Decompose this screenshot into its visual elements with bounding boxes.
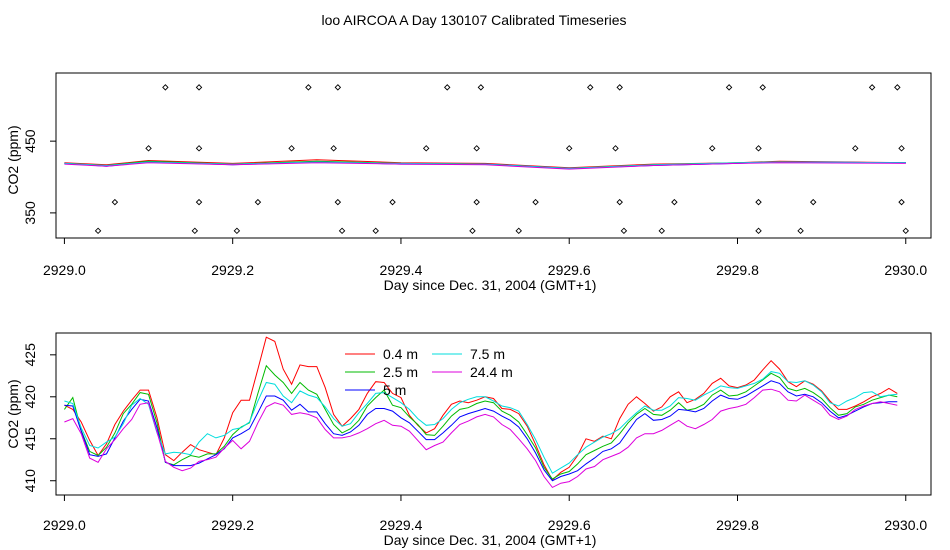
top-scatter-marker — [587, 84, 594, 91]
top-x-tick-label: 2929.6 — [548, 262, 591, 278]
top-series-line-3 — [64, 161, 906, 169]
top-scatter-marker — [565, 145, 573, 152]
bottom-x-tick-label: 2930.0 — [884, 517, 927, 533]
legend-entry-label: 5 m — [383, 382, 406, 398]
top-scatter-marker — [195, 84, 203, 91]
top-scatter-marker — [852, 145, 859, 152]
top-x-tick-label: 2929.8 — [716, 262, 759, 278]
legend-entry-label: 24.4 m — [470, 364, 513, 380]
top-x-axis: 2929.0 2929.2 2929.4 2929.6 2929.8 2930.0 — [43, 238, 927, 278]
bottom-x-tick-label: 2929.0 — [43, 517, 86, 533]
top-scatter-marker — [334, 198, 342, 206]
bottom-x-tick-label: 2929.4 — [380, 517, 423, 533]
top-x-tick-label: 2929.0 — [43, 262, 86, 278]
top-y-tick-label: 350 — [22, 201, 38, 225]
top-scatter-marker — [338, 227, 346, 235]
top-scatter-marker — [515, 227, 522, 235]
top-scatter-marker — [894, 84, 901, 91]
top-scatter-marker — [195, 145, 203, 152]
top-x-axis-label: Day since Dec. 31, 2004 (GMT+1) — [384, 277, 597, 293]
top-scatter-marker — [422, 145, 430, 152]
top-scatter-marker — [755, 145, 762, 152]
top-scatter-marker — [334, 84, 342, 91]
top-series-group — [64, 159, 906, 170]
bottom-y-tick-label: 420 — [22, 385, 38, 409]
bottom-plot-frame — [55, 332, 932, 496]
top-scatter-marker — [191, 227, 199, 235]
bottom-panel: Day since Dec. 31, 2004 (GMT+1) CO2 (ppm… — [5, 332, 932, 548]
bottom-y-tick-label: 415 — [22, 427, 38, 451]
top-scatter-marker — [233, 227, 241, 235]
top-x-tick-label: 2930.0 — [884, 262, 927, 278]
top-scatter-marker — [755, 227, 762, 235]
top-scatter-marker — [725, 84, 733, 91]
bottom-y-axis-label: CO2 (ppm) — [5, 379, 21, 448]
top-scatter-marker — [612, 145, 619, 152]
bottom-x-axis: 2929.0 2929.2 2929.4 2929.6 2929.8 2930.0 — [43, 495, 927, 533]
top-y-axis: 350 450 — [22, 129, 56, 225]
top-scatter-marker — [709, 145, 716, 152]
bottom-series-group — [63, 336, 898, 489]
top-scatter-marker — [532, 198, 539, 206]
bottom-x-tick-label: 2929.6 — [548, 517, 591, 533]
top-scatter-marker — [755, 198, 762, 206]
legend: 0.4 m 2.5 m 5 m 7.5 m 24.4 m — [345, 346, 513, 398]
bottom-x-tick-label: 2929.2 — [211, 517, 254, 533]
bottom-y-tick-label: 425 — [22, 343, 38, 367]
top-scatter-marker — [658, 227, 666, 235]
top-scatter-marker — [162, 84, 169, 91]
bottom-y-axis: 410 415 420 425 — [22, 343, 56, 492]
top-panel: Day since Dec. 31, 2004 (GMT+1) CO2 (ppm… — [5, 72, 932, 293]
top-scatter-marker — [868, 84, 876, 91]
top-scatter-marker — [330, 145, 337, 152]
top-marker-group — [94, 84, 909, 235]
bottom-series-line-2 — [64, 380, 898, 482]
figure-title: loo AIRCOA A Day 130107 Calibrated Times… — [321, 12, 626, 28]
top-scatter-marker — [473, 145, 480, 152]
top-scatter-marker — [372, 227, 379, 235]
top-series-line-4 — [64, 162, 906, 170]
bottom-series-line-3 — [64, 371, 898, 474]
legend-entry-label: 0.4 m — [383, 346, 418, 362]
top-scatter-marker — [145, 145, 152, 152]
top-scatter-marker — [305, 84, 312, 91]
top-y-axis-label: CO2 (ppm) — [5, 125, 21, 194]
top-x-tick-label: 2929.2 — [211, 262, 254, 278]
top-scatter-marker — [616, 84, 623, 91]
top-scatter-marker — [94, 227, 102, 235]
bottom-series-line-4 — [64, 388, 898, 489]
top-scatter-marker — [111, 198, 119, 206]
top-scatter-marker — [797, 227, 804, 235]
bottom-x-tick-label: 2929.8 — [716, 517, 759, 533]
top-scatter-marker — [898, 145, 905, 152]
top-x-tick-label: 2929.4 — [380, 262, 423, 278]
top-scatter-marker — [616, 198, 623, 206]
bottom-series-line-0 — [64, 336, 898, 481]
top-scatter-marker — [902, 227, 909, 235]
top-scatter-marker — [477, 84, 485, 91]
bottom-y-tick-label: 410 — [22, 469, 38, 493]
top-scatter-marker — [473, 198, 480, 206]
legend-entry-label: 2.5 m — [383, 364, 418, 380]
top-plot-frame — [55, 72, 932, 239]
top-scatter-marker — [671, 198, 678, 206]
legend-entry-label: 7.5 m — [470, 346, 505, 362]
top-scatter-marker — [809, 198, 817, 206]
top-y-tick-label: 450 — [22, 129, 38, 153]
top-scatter-marker — [620, 227, 628, 235]
top-scatter-marker — [195, 198, 203, 206]
top-scatter-marker — [443, 84, 451, 91]
bottom-series-line-1 — [63, 364, 898, 480]
top-scatter-marker — [898, 198, 905, 206]
top-scatter-marker — [469, 227, 476, 235]
bottom-x-axis-label: Day since Dec. 31, 2004 (GMT+1) — [384, 532, 597, 548]
top-scatter-marker — [389, 198, 396, 206]
top-scatter-marker — [254, 198, 262, 206]
top-scatter-marker — [759, 84, 766, 91]
top-scatter-marker — [288, 145, 295, 152]
